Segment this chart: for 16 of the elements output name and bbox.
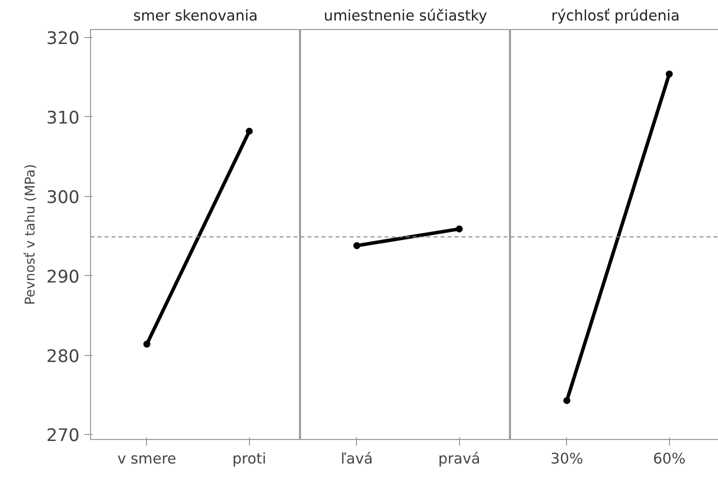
y-tick-label: 270 <box>46 426 80 446</box>
y-tick-label: 320 <box>46 28 80 49</box>
x-tick-label: 60% <box>652 450 686 468</box>
y-tick-label: 290 <box>46 267 80 288</box>
x-tick-label: ľavá <box>340 450 373 468</box>
x-tick-label: pravá <box>438 450 480 468</box>
chart-title: rýchlosť prúdenia <box>551 8 680 24</box>
y-tick-label: 310 <box>46 108 80 128</box>
x-tick-label: 30% <box>550 450 584 468</box>
chart-title: umiestnenie súčiastky <box>324 8 488 24</box>
y-tick-label: 280 <box>46 346 80 367</box>
x-tick-label: proti <box>232 450 266 468</box>
x-tick-label: v smere <box>117 450 176 468</box>
y-tick-label: 300 <box>46 188 80 208</box>
y-axis-title: Pevnosť v tahu (MPa) <box>23 164 38 305</box>
chart-title: smer skenovania <box>133 8 258 24</box>
